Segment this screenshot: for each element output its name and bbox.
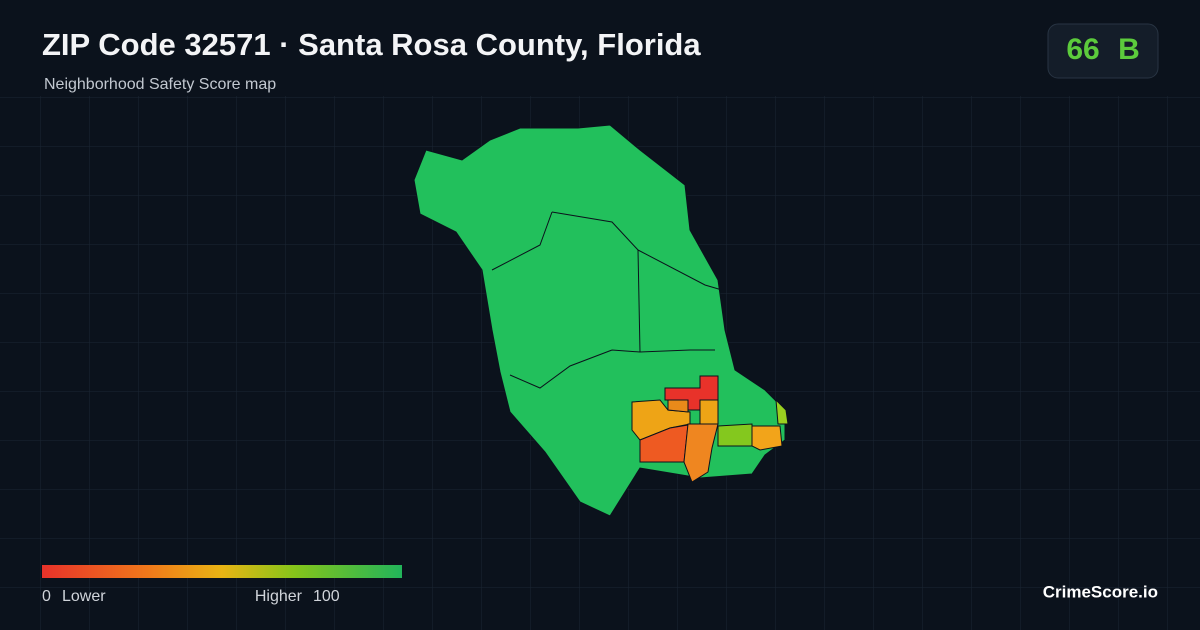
legend-min-label: Lower [62, 588, 106, 605]
region [667, 399, 689, 413]
region [413, 124, 786, 517]
title: ZIP Code 32571 · Santa Rosa County, Flor… [42, 27, 701, 62]
score-badge [1047, 23, 1159, 79]
brand: CrimeScore.io [1043, 582, 1158, 601]
region [683, 423, 719, 483]
score-grade: B [1118, 33, 1140, 66]
subtitle: Neighborhood Safety Score map [44, 76, 276, 93]
legend-min: 0 [42, 588, 51, 605]
legend-max-label: Higher [255, 588, 303, 605]
region [751, 425, 783, 451]
map [413, 124, 789, 517]
region-border [491, 211, 723, 389]
region [699, 399, 719, 425]
region [775, 398, 789, 425]
score-value: 66 [1066, 33, 1099, 66]
region [717, 423, 753, 447]
legend-max: 100 [313, 588, 340, 605]
legend-scale [42, 565, 402, 578]
